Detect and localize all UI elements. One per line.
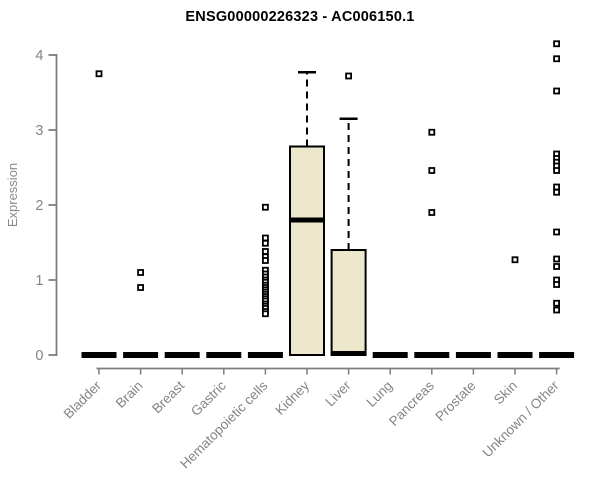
collapsed-box-median <box>247 352 283 358</box>
outlier-point <box>428 128 436 136</box>
outlier-point <box>261 239 269 247</box>
outlier-point <box>428 167 436 174</box>
collapsed-box-median <box>539 352 575 358</box>
x-category-label: Gastric <box>188 378 229 419</box>
y-tick-label: 3 <box>35 123 43 139</box>
x-category-label: Lung <box>363 378 395 410</box>
y-tick-label: 0 <box>35 348 43 364</box>
collapsed-box-median <box>81 352 117 358</box>
y-tick-label: 4 <box>35 48 43 64</box>
outlier-point <box>137 284 145 291</box>
outlier-point <box>137 269 145 276</box>
outlier-point <box>553 183 560 191</box>
outlier-point <box>553 263 560 270</box>
y-tick-label: 1 <box>35 273 43 289</box>
outlier-point <box>553 87 560 95</box>
x-category-label: Bladder <box>61 378 105 422</box>
x-category-label: Skin <box>491 378 520 407</box>
outlier-point <box>553 228 560 236</box>
outlier-point <box>345 72 353 80</box>
outlier-point <box>261 257 269 264</box>
collapsed-box-median <box>206 352 242 358</box>
x-category-label: Kidney <box>272 378 312 418</box>
chart-title: ENSG00000226323 - AC006150.1 <box>185 9 415 25</box>
outlier-point <box>553 40 560 48</box>
box <box>330 249 367 356</box>
collapsed-box-median <box>414 352 450 358</box>
x-category-label: Liver <box>322 378 354 410</box>
outlier-point <box>553 188 560 196</box>
collapsed-box-median <box>497 352 533 358</box>
outlier-point <box>553 255 560 263</box>
outlier-point <box>261 248 269 255</box>
outlier-point <box>553 167 560 174</box>
outlier-point <box>261 203 269 211</box>
outlier-point <box>511 256 519 264</box>
collapsed-box-median <box>372 352 408 358</box>
x-category-label: Pancreas <box>386 378 437 429</box>
box <box>289 145 325 356</box>
collapsed-box-median <box>164 352 200 358</box>
outlier-point <box>261 234 269 242</box>
x-category-label: Breast <box>149 378 187 416</box>
outlier-point <box>553 281 560 288</box>
outlier-point <box>428 209 436 216</box>
outlier-point <box>553 306 560 314</box>
collapsed-box-median <box>123 352 159 358</box>
outlier-point <box>553 299 560 307</box>
outlier-point <box>261 310 269 318</box>
outlier-point <box>95 70 103 78</box>
collapsed-box-median <box>455 352 491 358</box>
outlier-point <box>553 55 560 63</box>
x-category-label: Unknown / Other <box>479 378 562 461</box>
y-tick-label: 2 <box>35 198 43 214</box>
x-category-label: Brain <box>113 378 146 411</box>
x-category-label: Prostate <box>432 378 478 424</box>
